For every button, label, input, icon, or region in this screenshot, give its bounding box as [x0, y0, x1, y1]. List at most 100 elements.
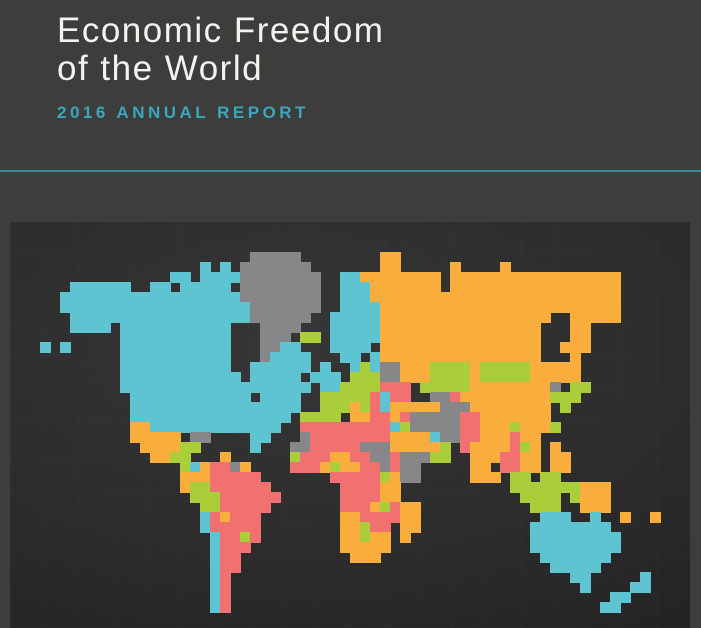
map-cell-blue: [150, 352, 161, 363]
map-cell-yellow: [460, 312, 471, 323]
map-cell-red: [210, 482, 221, 493]
map-cell-red: [340, 472, 351, 483]
map-cell-red: [370, 402, 381, 413]
map-cell-yellow: [160, 432, 171, 443]
map-cell-blue: [530, 532, 541, 543]
map-cell-yellow: [400, 512, 411, 523]
map-cell-blue: [220, 292, 231, 303]
map-cell-blue: [120, 282, 131, 293]
map-cell-green: [530, 492, 541, 503]
map-cell-blue: [540, 532, 551, 543]
map-cell-yellow: [390, 442, 401, 453]
map-cell-blue: [220, 412, 231, 423]
map-cell-yellow: [470, 332, 481, 343]
map-cell-red: [220, 592, 231, 603]
map-cell-blue: [550, 542, 561, 553]
map-cell-red: [260, 492, 271, 503]
map-cell-red: [350, 482, 361, 493]
map-cell-gray: [440, 412, 451, 423]
map-cell-red: [350, 422, 361, 433]
map-cell-red: [510, 442, 521, 453]
map-cell-yellow: [420, 402, 431, 413]
map-cell-yellow: [520, 422, 531, 433]
map-cell-gray: [380, 442, 391, 453]
map-cell-blue: [290, 392, 301, 403]
map-cell-yellow: [590, 282, 601, 293]
map-cell-yellow: [420, 302, 431, 313]
map-cell-yellow: [560, 452, 571, 463]
map-cell-yellow: [130, 422, 141, 433]
map-cell-gray: [450, 422, 461, 433]
map-cell-blue: [190, 402, 201, 413]
map-cell-blue: [360, 342, 371, 353]
map-cell-yellow: [550, 362, 561, 373]
map-cell-yellow: [570, 372, 581, 383]
map-cell-green: [300, 332, 311, 343]
map-cell-gray: [240, 262, 251, 273]
map-cell-blue: [190, 312, 201, 323]
map-cell-blue: [90, 282, 101, 293]
map-cell-red: [500, 462, 511, 473]
map-cell-yellow: [380, 292, 391, 303]
map-cell-blue: [390, 422, 401, 433]
map-cell-green: [360, 522, 371, 533]
map-cell-yellow: [390, 292, 401, 303]
map-cell-green: [450, 372, 461, 383]
map-cell-yellow: [500, 332, 511, 343]
map-cell-yellow: [540, 412, 551, 423]
map-cell-yellow: [510, 302, 521, 313]
map-cell-green: [530, 502, 541, 513]
map-cell-blue: [150, 422, 161, 433]
map-cell-gray: [240, 272, 251, 283]
map-cell-yellow: [430, 312, 441, 323]
map-cell-yellow: [540, 282, 551, 293]
map-cell-yellow: [510, 382, 521, 393]
map-cell-green: [440, 382, 451, 393]
map-cell-blue: [190, 352, 201, 363]
map-cell-blue: [200, 292, 211, 303]
map-cell-yellow: [600, 312, 611, 323]
map-cell-red: [390, 502, 401, 513]
map-cell-gray: [280, 302, 291, 313]
map-cell-blue: [110, 312, 121, 323]
map-cell-blue: [260, 392, 271, 403]
map-cell-yellow: [380, 482, 391, 493]
map-cell-yellow: [520, 292, 531, 303]
map-cell-blue: [270, 412, 281, 423]
map-cell-yellow: [530, 322, 541, 333]
map-cell-blue: [160, 282, 171, 293]
map-cell-blue: [150, 302, 161, 313]
map-cell-yellow: [400, 322, 411, 333]
map-cell-blue: [110, 292, 121, 303]
map-cell-gray: [440, 422, 451, 433]
map-cell-yellow: [390, 492, 401, 503]
map-cell-green: [320, 392, 331, 403]
map-cell-blue: [210, 592, 221, 603]
map-cell-blue: [260, 372, 271, 383]
map-cell-blue: [290, 382, 301, 393]
map-cell-yellow: [150, 452, 161, 463]
map-cell-blue: [220, 342, 231, 353]
map-cell-blue: [80, 292, 91, 303]
map-cell-yellow: [400, 352, 411, 363]
map-cell-red: [300, 422, 311, 433]
map-cell-blue: [610, 592, 621, 603]
map-cell-gray: [370, 452, 381, 463]
map-cell-red: [310, 462, 321, 473]
map-cell-red: [230, 502, 241, 513]
map-cell-green: [500, 362, 511, 373]
map-cell-blue: [350, 302, 361, 313]
map-cell-blue: [90, 292, 101, 303]
map-cell-blue: [280, 372, 291, 383]
map-cell-yellow: [180, 482, 191, 493]
map-cell-yellow: [130, 432, 141, 443]
map-cell-yellow: [500, 342, 511, 353]
map-cell-blue: [210, 582, 221, 593]
map-cell-yellow: [470, 452, 481, 463]
map-cell-green: [180, 452, 191, 463]
map-cell-blue: [140, 332, 151, 343]
map-cell-yellow: [470, 402, 481, 413]
map-cell-blue: [220, 422, 231, 433]
map-cell-yellow: [500, 262, 511, 273]
map-cell-yellow: [620, 512, 631, 523]
